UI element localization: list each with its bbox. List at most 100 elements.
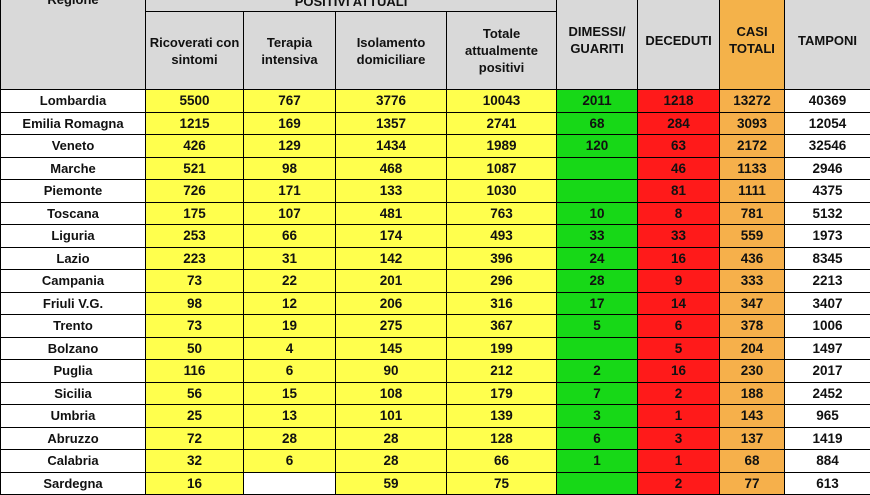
cell-isolamento: 1357 [336, 112, 447, 135]
header-deceduti: DECEDUTI [638, 0, 720, 90]
cell-tamponi: 1973 [785, 225, 870, 248]
cell-terapia: 28 [244, 427, 336, 450]
cell-deceduti: 6 [638, 315, 720, 338]
cell-terapia: 12 [244, 292, 336, 315]
cell-casi: 143 [720, 405, 785, 428]
cell-tamponi: 12054 [785, 112, 870, 135]
cell-isolamento: 275 [336, 315, 447, 338]
cell-region: Lazio [1, 247, 146, 270]
cell-dimessi: 68 [557, 112, 638, 135]
cell-deceduti: 2 [638, 382, 720, 405]
cell-isolamento: 481 [336, 202, 447, 225]
cell-tamponi: 5132 [785, 202, 870, 225]
cell-region: Puglia [1, 360, 146, 383]
cell-totale: 199 [447, 337, 557, 360]
cell-dimessi [557, 337, 638, 360]
cell-deceduti: 1 [638, 450, 720, 473]
cell-totale: 367 [447, 315, 557, 338]
cell-dimessi: 24 [557, 247, 638, 270]
cell-terapia: 98 [244, 157, 336, 180]
cell-terapia: 13 [244, 405, 336, 428]
cell-region: Calabria [1, 450, 146, 473]
cell-tamponi: 2946 [785, 157, 870, 180]
cell-isolamento: 101 [336, 405, 447, 428]
cell-ricoverati: 253 [146, 225, 244, 248]
cell-totale: 763 [447, 202, 557, 225]
cell-terapia: 19 [244, 315, 336, 338]
cell-totale: 2741 [447, 112, 557, 135]
header-region: Regione [1, 0, 146, 90]
cell-region: Campania [1, 270, 146, 293]
cell-dimessi: 17 [557, 292, 638, 315]
cell-isolamento: 90 [336, 360, 447, 383]
cell-deceduti: 5 [638, 337, 720, 360]
cell-terapia: 107 [244, 202, 336, 225]
cell-tamponi: 32546 [785, 135, 870, 158]
cell-terapia: 15 [244, 382, 336, 405]
cell-casi: 1133 [720, 157, 785, 180]
cell-totale: 1989 [447, 135, 557, 158]
cell-totale: 316 [447, 292, 557, 315]
cell-tamponi: 1497 [785, 337, 870, 360]
cell-isolamento: 145 [336, 337, 447, 360]
cell-casi: 559 [720, 225, 785, 248]
cell-dimessi: 5 [557, 315, 638, 338]
header-dimessi: DIMESSI/ GUARITI [557, 0, 638, 90]
cell-deceduti: 3 [638, 427, 720, 450]
cell-terapia: 129 [244, 135, 336, 158]
cell-tamponi: 2017 [785, 360, 870, 383]
cell-dimessi: 10 [557, 202, 638, 225]
cell-totale: 128 [447, 427, 557, 450]
cell-isolamento: 59 [336, 472, 447, 495]
cell-ricoverati: 726 [146, 180, 244, 203]
cell-ricoverati: 426 [146, 135, 244, 158]
cell-region: Veneto [1, 135, 146, 158]
cell-dimessi: 3 [557, 405, 638, 428]
cell-ricoverati: 521 [146, 157, 244, 180]
cell-dimessi: 2 [557, 360, 638, 383]
cell-tamponi: 965 [785, 405, 870, 428]
cell-casi: 333 [720, 270, 785, 293]
cell-dimessi: 6 [557, 427, 638, 450]
cell-region: Toscana [1, 202, 146, 225]
cell-deceduti: 14 [638, 292, 720, 315]
cell-casi: 77 [720, 472, 785, 495]
cell-totale: 75 [447, 472, 557, 495]
cell-totale: 179 [447, 382, 557, 405]
cell-isolamento: 108 [336, 382, 447, 405]
cell-deceduti: 9 [638, 270, 720, 293]
cell-dimessi: 120 [557, 135, 638, 158]
cell-region: Marche [1, 157, 146, 180]
cell-deceduti: 1218 [638, 90, 720, 113]
cell-ricoverati: 25 [146, 405, 244, 428]
cell-isolamento: 28 [336, 427, 447, 450]
cell-tamponi: 1419 [785, 427, 870, 450]
cell-ricoverati: 16 [146, 472, 244, 495]
header-totale: Totale attualmente positivi [447, 12, 557, 90]
cell-dimessi: 1 [557, 450, 638, 473]
cell-totale: 212 [447, 360, 557, 383]
cell-casi: 781 [720, 202, 785, 225]
cell-casi: 68 [720, 450, 785, 473]
cell-dimessi: 2011 [557, 90, 638, 113]
cell-casi: 378 [720, 315, 785, 338]
cell-ricoverati: 32 [146, 450, 244, 473]
cell-dimessi [557, 157, 638, 180]
cell-casi: 137 [720, 427, 785, 450]
cell-region: Abruzzo [1, 427, 146, 450]
cell-deceduti: 81 [638, 180, 720, 203]
cell-dimessi: 7 [557, 382, 638, 405]
cell-deceduti: 46 [638, 157, 720, 180]
cell-ricoverati: 1215 [146, 112, 244, 135]
cell-terapia: 31 [244, 247, 336, 270]
cell-isolamento: 1434 [336, 135, 447, 158]
cell-casi: 204 [720, 337, 785, 360]
cell-casi: 230 [720, 360, 785, 383]
